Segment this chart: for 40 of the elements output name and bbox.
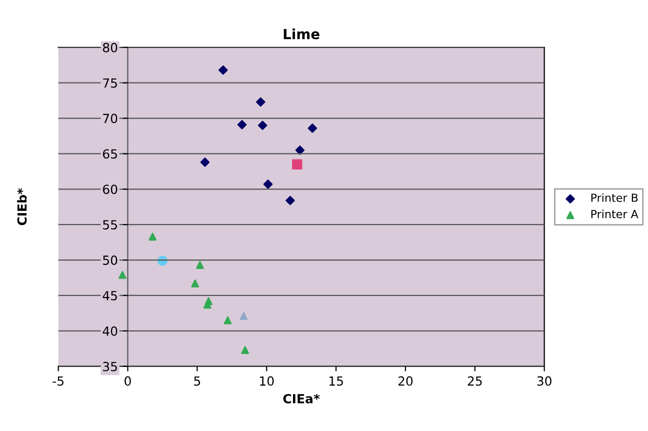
x-axis-title: CIEa* [283, 394, 320, 404]
point [241, 346, 250, 354]
point [148, 232, 157, 241]
point [240, 312, 248, 320]
x-tick-label: 20 [398, 376, 413, 386]
point [191, 279, 200, 288]
y-tick-label: 75 [103, 78, 117, 88]
y-axis-title: CIEb* [17, 188, 27, 226]
x-tick-label: -5 [52, 376, 64, 386]
y-tick-label: 35 [103, 362, 117, 372]
chart-title: Lime [284, 28, 320, 40]
x-tick-label: 15 [329, 376, 343, 386]
point [237, 120, 247, 130]
point [263, 180, 273, 189]
point [308, 124, 318, 133]
legend-label: Printer A [591, 210, 638, 218]
point [292, 159, 302, 170]
point [286, 196, 295, 206]
y-tick-label: 50 [103, 256, 118, 265]
x-tick-label: 30 [537, 376, 552, 386]
point [295, 146, 305, 155]
point [196, 261, 204, 269]
point [258, 120, 268, 130]
point [200, 158, 210, 167]
y-tick-label: 70 [103, 114, 118, 124]
legend-label: Printer B [591, 193, 638, 202]
point [118, 270, 126, 279]
point [218, 65, 228, 75]
y-tick-label: 65 [102, 149, 117, 159]
y-tick-label: 60 [102, 184, 118, 194]
point [256, 97, 266, 107]
y-tick-label: 40 [102, 326, 118, 336]
y-tick-label: 55 [103, 220, 117, 230]
x-tick-label: 0 [124, 376, 131, 386]
x-tick-label: 5 [194, 376, 200, 386]
x-tick-label: 10 [260, 376, 274, 386]
point [224, 316, 232, 324]
y-tick-label: 45 [102, 291, 117, 300]
y-tick-label: 80 [102, 42, 118, 52]
x-tick-label: 25 [468, 376, 482, 386]
